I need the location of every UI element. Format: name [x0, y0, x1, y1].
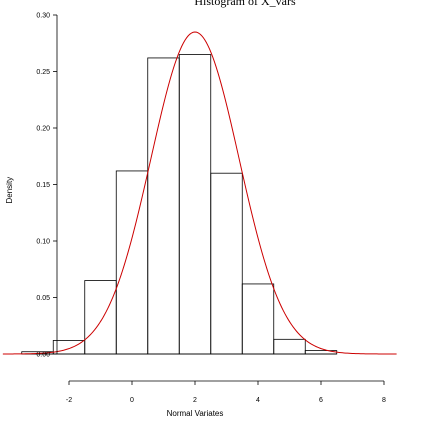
histogram-bar	[147, 57, 180, 355]
y-axis-label: Density	[5, 177, 14, 204]
histogram-bar	[273, 338, 306, 355]
x-tick-label: 6	[319, 397, 323, 404]
histogram-bar	[52, 340, 86, 355]
histogram-bar	[178, 54, 212, 355]
y-tick-label: 0.15	[36, 182, 50, 189]
y-tick-label: 0.25	[36, 69, 50, 76]
y-tick-label: 0.05	[36, 295, 50, 302]
histogram-bars	[21, 54, 338, 355]
chart-title: Histogram of X_vars	[194, 0, 296, 8]
x-tick-label: 8	[382, 397, 386, 404]
y-tick-label: 0.00	[36, 352, 50, 359]
density-curve	[2, 31, 397, 355]
y-tick-label: 0.20	[36, 126, 50, 133]
x-axis-label: Normal Variates	[167, 409, 224, 418]
x-tick-label: -2	[66, 397, 72, 404]
x-tick-label: 4	[256, 397, 260, 404]
x-axis: -2 0 2 4 6 8	[66, 380, 386, 404]
x-tick-label: 2	[193, 397, 197, 404]
histogram-bar	[115, 170, 149, 355]
y-tick-label: 0.30	[36, 13, 50, 20]
histogram-bar	[210, 172, 243, 355]
x-tick-label: 0	[130, 397, 134, 404]
histogram-bar	[84, 280, 117, 355]
y-tick-label: 0.10	[36, 239, 50, 246]
y-axis: 0.00 0.05 0.10 0.15 0.20 0.25 0.30	[36, 13, 58, 359]
histogram-bar	[241, 283, 275, 355]
